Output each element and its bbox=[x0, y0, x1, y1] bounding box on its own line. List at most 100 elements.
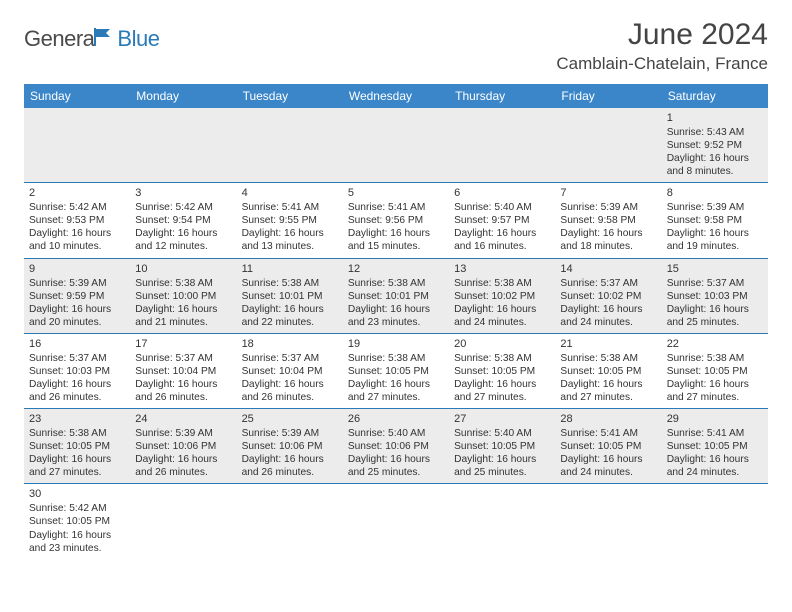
calendar-empty-cell bbox=[343, 108, 449, 183]
day-number: 13 bbox=[454, 262, 550, 276]
daylight-line: Daylight: 16 hours and 27 minutes. bbox=[667, 378, 763, 404]
daylight-line: Daylight: 16 hours and 24 minutes. bbox=[667, 453, 763, 479]
calendar-table: SundayMondayTuesdayWednesdayThursdayFrid… bbox=[24, 84, 768, 559]
calendar-day-cell: 19Sunrise: 5:38 AMSunset: 10:05 PMDaylig… bbox=[343, 333, 449, 408]
logo: Genera Blue bbox=[24, 18, 159, 52]
sunrise-line: Sunrise: 5:37 AM bbox=[667, 277, 763, 290]
daylight-line: Daylight: 16 hours and 27 minutes. bbox=[454, 378, 550, 404]
calendar-empty-cell bbox=[449, 484, 555, 559]
sunrise-line: Sunrise: 5:40 AM bbox=[348, 427, 444, 440]
calendar-day-cell: 8Sunrise: 5:39 AMSunset: 9:58 PMDaylight… bbox=[662, 183, 768, 258]
day-number: 3 bbox=[135, 186, 231, 200]
sunrise-line: Sunrise: 5:43 AM bbox=[667, 126, 763, 139]
daylight-line: Daylight: 16 hours and 26 minutes. bbox=[242, 453, 338, 479]
sunset-line: Sunset: 10:01 PM bbox=[348, 290, 444, 303]
day-header: Tuesday bbox=[237, 84, 343, 108]
sunset-line: Sunset: 10:05 PM bbox=[29, 515, 125, 528]
day-number: 28 bbox=[560, 412, 656, 426]
daylight-line: Daylight: 16 hours and 26 minutes. bbox=[135, 453, 231, 479]
daylight-line: Daylight: 16 hours and 13 minutes. bbox=[242, 227, 338, 253]
day-header: Saturday bbox=[662, 84, 768, 108]
calendar-empty-cell bbox=[237, 108, 343, 183]
day-number: 8 bbox=[667, 186, 763, 200]
calendar-empty-cell bbox=[24, 108, 130, 183]
sunset-line: Sunset: 10:06 PM bbox=[242, 440, 338, 453]
month-title: June 2024 bbox=[556, 18, 768, 52]
daylight-line: Daylight: 16 hours and 27 minutes. bbox=[29, 453, 125, 479]
day-number: 5 bbox=[348, 186, 444, 200]
calendar-week-row: 1Sunrise: 5:43 AMSunset: 9:52 PMDaylight… bbox=[24, 108, 768, 183]
sunrise-line: Sunrise: 5:37 AM bbox=[560, 277, 656, 290]
sunset-line: Sunset: 9:59 PM bbox=[29, 290, 125, 303]
sunrise-line: Sunrise: 5:38 AM bbox=[135, 277, 231, 290]
day-number: 24 bbox=[135, 412, 231, 426]
sunrise-line: Sunrise: 5:41 AM bbox=[242, 201, 338, 214]
calendar-day-cell: 28Sunrise: 5:41 AMSunset: 10:05 PMDaylig… bbox=[555, 409, 661, 484]
sunrise-line: Sunrise: 5:38 AM bbox=[348, 352, 444, 365]
sunset-line: Sunset: 10:05 PM bbox=[667, 365, 763, 378]
day-header: Thursday bbox=[449, 84, 555, 108]
header: Genera Blue June 2024 Camblain-Chatelain… bbox=[24, 18, 768, 74]
day-number: 9 bbox=[29, 262, 125, 276]
calendar-day-cell: 21Sunrise: 5:38 AMSunset: 10:05 PMDaylig… bbox=[555, 333, 661, 408]
sunset-line: Sunset: 10:05 PM bbox=[560, 440, 656, 453]
day-header: Friday bbox=[555, 84, 661, 108]
location: Camblain-Chatelain, France bbox=[556, 54, 768, 74]
calendar-day-cell: 18Sunrise: 5:37 AMSunset: 10:04 PMDaylig… bbox=[237, 333, 343, 408]
day-number: 29 bbox=[667, 412, 763, 426]
day-number: 11 bbox=[242, 262, 338, 276]
calendar-day-cell: 5Sunrise: 5:41 AMSunset: 9:56 PMDaylight… bbox=[343, 183, 449, 258]
calendar-week-row: 16Sunrise: 5:37 AMSunset: 10:03 PMDaylig… bbox=[24, 333, 768, 408]
calendar-day-cell: 2Sunrise: 5:42 AMSunset: 9:53 PMDaylight… bbox=[24, 183, 130, 258]
calendar-page: Genera Blue June 2024 Camblain-Chatelain… bbox=[0, 0, 792, 577]
sunrise-line: Sunrise: 5:37 AM bbox=[242, 352, 338, 365]
calendar-day-cell: 29Sunrise: 5:41 AMSunset: 10:05 PMDaylig… bbox=[662, 409, 768, 484]
sunrise-line: Sunrise: 5:40 AM bbox=[454, 201, 550, 214]
day-header: Wednesday bbox=[343, 84, 449, 108]
sunset-line: Sunset: 10:05 PM bbox=[29, 440, 125, 453]
sunrise-line: Sunrise: 5:38 AM bbox=[29, 427, 125, 440]
sunrise-line: Sunrise: 5:42 AM bbox=[29, 201, 125, 214]
calendar-empty-cell bbox=[130, 484, 236, 559]
daylight-line: Daylight: 16 hours and 26 minutes. bbox=[29, 378, 125, 404]
sunset-line: Sunset: 9:58 PM bbox=[560, 214, 656, 227]
calendar-body: 1Sunrise: 5:43 AMSunset: 9:52 PMDaylight… bbox=[24, 108, 768, 559]
calendar-day-cell: 16Sunrise: 5:37 AMSunset: 10:03 PMDaylig… bbox=[24, 333, 130, 408]
sunrise-line: Sunrise: 5:37 AM bbox=[135, 352, 231, 365]
sunset-line: Sunset: 9:58 PM bbox=[667, 214, 763, 227]
calendar-week-row: 30Sunrise: 5:42 AMSunset: 10:05 PMDaylig… bbox=[24, 484, 768, 559]
daylight-line: Daylight: 16 hours and 27 minutes. bbox=[560, 378, 656, 404]
daylight-line: Daylight: 16 hours and 15 minutes. bbox=[348, 227, 444, 253]
sunset-line: Sunset: 10:01 PM bbox=[242, 290, 338, 303]
day-header: Monday bbox=[130, 84, 236, 108]
daylight-line: Daylight: 16 hours and 19 minutes. bbox=[667, 227, 763, 253]
day-number: 15 bbox=[667, 262, 763, 276]
sunrise-line: Sunrise: 5:38 AM bbox=[348, 277, 444, 290]
sunrise-line: Sunrise: 5:41 AM bbox=[348, 201, 444, 214]
day-number: 16 bbox=[29, 337, 125, 351]
day-number: 7 bbox=[560, 186, 656, 200]
calendar-empty-cell bbox=[662, 484, 768, 559]
sunset-line: Sunset: 10:05 PM bbox=[348, 365, 444, 378]
calendar-day-cell: 12Sunrise: 5:38 AMSunset: 10:01 PMDaylig… bbox=[343, 258, 449, 333]
calendar-day-cell: 25Sunrise: 5:39 AMSunset: 10:06 PMDaylig… bbox=[237, 409, 343, 484]
calendar-day-cell: 14Sunrise: 5:37 AMSunset: 10:02 PMDaylig… bbox=[555, 258, 661, 333]
calendar-day-cell: 3Sunrise: 5:42 AMSunset: 9:54 PMDaylight… bbox=[130, 183, 236, 258]
daylight-line: Daylight: 16 hours and 23 minutes. bbox=[29, 529, 125, 555]
day-number: 12 bbox=[348, 262, 444, 276]
calendar-day-cell: 1Sunrise: 5:43 AMSunset: 9:52 PMDaylight… bbox=[662, 108, 768, 183]
calendar-day-cell: 7Sunrise: 5:39 AMSunset: 9:58 PMDaylight… bbox=[555, 183, 661, 258]
sunrise-line: Sunrise: 5:38 AM bbox=[454, 352, 550, 365]
sunset-line: Sunset: 10:05 PM bbox=[667, 440, 763, 453]
sunrise-line: Sunrise: 5:38 AM bbox=[454, 277, 550, 290]
daylight-line: Daylight: 16 hours and 24 minutes. bbox=[560, 303, 656, 329]
day-number: 6 bbox=[454, 186, 550, 200]
daylight-line: Daylight: 16 hours and 25 minutes. bbox=[454, 453, 550, 479]
sunrise-line: Sunrise: 5:42 AM bbox=[135, 201, 231, 214]
daylight-line: Daylight: 16 hours and 10 minutes. bbox=[29, 227, 125, 253]
sunrise-line: Sunrise: 5:38 AM bbox=[242, 277, 338, 290]
day-number: 21 bbox=[560, 337, 656, 351]
calendar-week-row: 2Sunrise: 5:42 AMSunset: 9:53 PMDaylight… bbox=[24, 183, 768, 258]
day-number: 14 bbox=[560, 262, 656, 276]
day-number: 10 bbox=[135, 262, 231, 276]
